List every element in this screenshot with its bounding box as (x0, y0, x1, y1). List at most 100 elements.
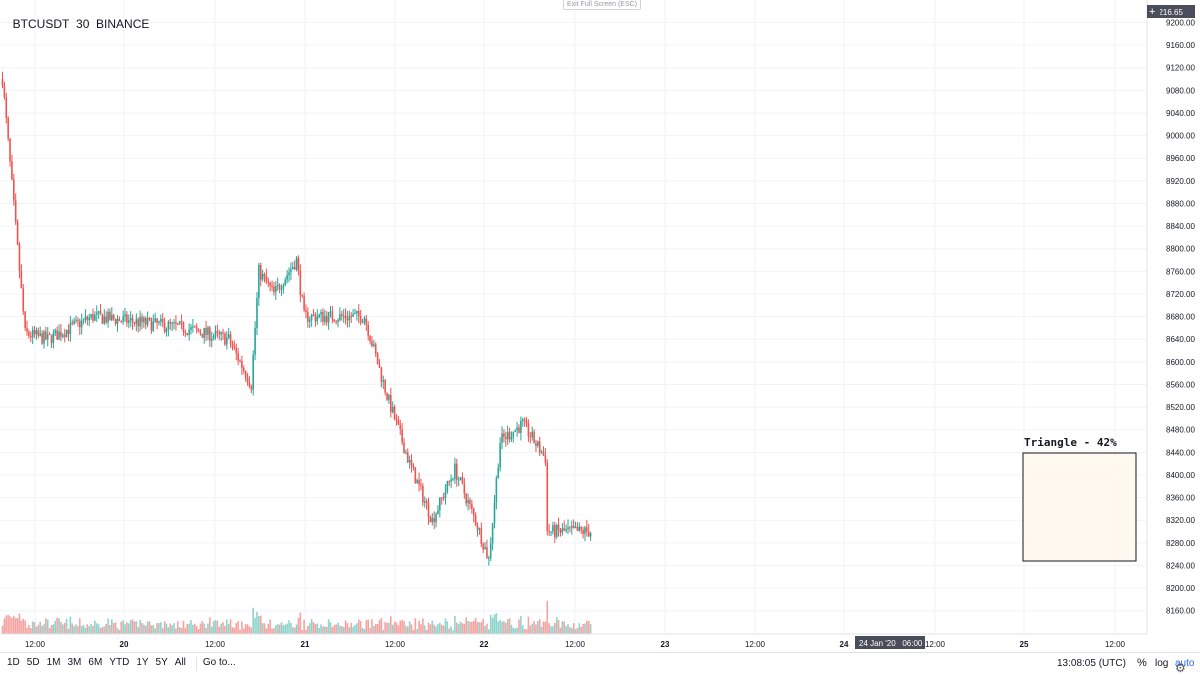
candle-body (489, 543, 492, 558)
utc-clock[interactable]: 13:08:05 (UTC) (1057, 658, 1126, 669)
exit-fullscreen-button[interactable]: Exit Full Screen (ESC) (563, 0, 642, 10)
range-5y-button[interactable]: 5Y (155, 657, 168, 668)
candle-body (137, 319, 140, 327)
candle-body (414, 467, 417, 484)
volume-bar (357, 619, 360, 634)
candle-body (439, 497, 441, 511)
candle-body (239, 360, 241, 362)
candle-body (346, 318, 349, 321)
candle-body (537, 441, 539, 446)
volume-bar (299, 612, 302, 634)
price-tick-label: 9120.00 (1166, 64, 1195, 73)
candle-body (444, 491, 447, 499)
percent-scale-toggle[interactable]: % (1137, 657, 1147, 669)
volume-bar (256, 611, 258, 634)
annotation-box[interactable]: Triangle - 42% (1022, 436, 1137, 562)
volume-bar (71, 623, 74, 634)
volume-bars (1, 600, 592, 634)
volume-bar (39, 621, 41, 634)
candle-body (209, 327, 211, 341)
volume-bar (127, 623, 130, 634)
volume-bar (212, 621, 215, 634)
log-scale-toggle[interactable]: log (1155, 658, 1169, 669)
candle-body (212, 336, 215, 339)
candle-body (16, 221, 19, 245)
volume-bar (467, 621, 469, 634)
volume-bar (167, 627, 170, 634)
volume-bar (222, 622, 224, 634)
range-ytd-button[interactable]: YTD (109, 657, 130, 668)
range-3m-button[interactable]: 3M (67, 657, 82, 668)
volume-bar (246, 624, 249, 634)
volume-bar (95, 623, 98, 634)
volume-bar (382, 629, 385, 634)
volume-bar (112, 623, 115, 634)
volume-bar (52, 624, 55, 634)
volume-bar (584, 623, 586, 634)
candle-body (60, 331, 62, 337)
volume-bar (476, 621, 479, 634)
volume-bar (69, 616, 72, 634)
range-1y-button[interactable]: 1Y (136, 657, 149, 668)
time-tick-label: 12:00 (565, 640, 586, 649)
settings-gear-icon[interactable]: ⚙ (1175, 661, 1186, 675)
volume-bar (535, 624, 537, 634)
volume-bar (67, 628, 70, 634)
candle-body (399, 424, 402, 430)
candle-body (180, 321, 183, 323)
volume-bar (195, 625, 198, 634)
candle-body (13, 179, 15, 201)
candle-body (333, 319, 336, 322)
candle-body (114, 319, 117, 324)
candle-body (99, 311, 102, 315)
candle-body (9, 138, 11, 162)
auto-scale-toggle[interactable]: auto (1175, 658, 1195, 669)
goto-date-button[interactable]: Go to... (202, 657, 236, 668)
candle-body (303, 296, 305, 311)
candle-body (229, 334, 232, 344)
price-tick-label: 8160.00 (1166, 607, 1195, 616)
volume-bar (469, 621, 471, 634)
volume-bar (356, 623, 358, 634)
candle-body (252, 354, 255, 390)
volume-bar (241, 621, 243, 634)
volume-bar (218, 626, 221, 634)
price-axis[interactable]: 9200.00 9160.00 9120.00 9080.00 9040.00 9000.… (1146, 0, 1195, 634)
price-tick-label: 8880.00 (1166, 199, 1195, 208)
time-tick-label: 12:00 (205, 640, 226, 649)
range-all-button[interactable]: All (174, 657, 186, 668)
crosshair-plus-button[interactable]: + (1147, 5, 1160, 18)
candle-body (352, 314, 354, 317)
volume-bar (203, 623, 205, 634)
candle-body (559, 529, 562, 533)
candle-body (391, 406, 394, 413)
volume-bar (18, 613, 21, 634)
volume-bar (290, 623, 292, 634)
exchange-label: BINANCE (96, 17, 150, 31)
symbol-title[interactable]: BTCUSDT 30 BINANCE (6, 3, 150, 31)
time-axis[interactable]: 12:00 20 12:00 21 12:00 22 12:00 23 12:00 24 12:00… (0, 633, 1147, 649)
volume-bar (227, 623, 230, 634)
time-tick-label: 12:00 (745, 640, 766, 649)
range-5d-button[interactable]: 5D (26, 657, 40, 668)
range-1m-button[interactable]: 1M (46, 657, 61, 668)
candle-body (126, 314, 128, 323)
range-6m-button[interactable]: 6M (88, 657, 103, 668)
volume-bar (491, 617, 494, 634)
candle-body (242, 367, 245, 371)
volume-bar (420, 624, 422, 634)
candle-body (546, 462, 549, 532)
candle-body (135, 319, 138, 324)
candle-body (382, 380, 385, 382)
candle-body (406, 452, 409, 463)
volume-bar (120, 621, 123, 634)
volume-bar (244, 624, 247, 634)
candle-body (488, 557, 490, 559)
volume-bar (46, 619, 49, 634)
volume-bar (414, 618, 417, 634)
range-1d-button[interactable]: 1D (7, 657, 20, 668)
volume-bar (569, 627, 571, 634)
volume-bar (327, 619, 330, 634)
candle-body (50, 334, 53, 344)
